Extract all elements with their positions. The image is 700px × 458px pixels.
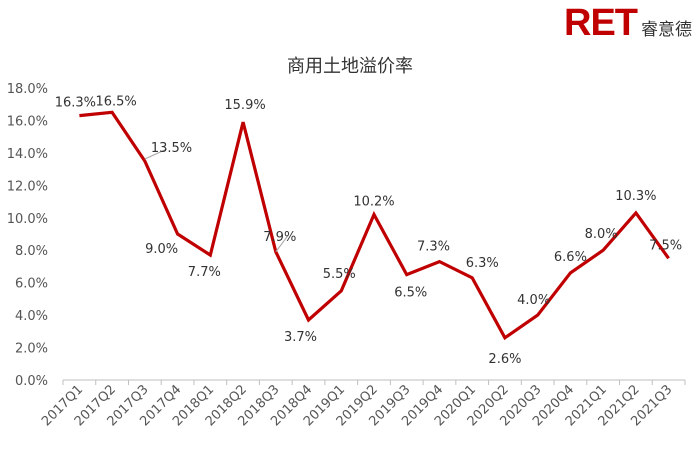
y-tick-label: 16.0% <box>7 114 48 129</box>
data-label: 5.5% <box>323 267 356 282</box>
data-label: 7.7% <box>188 265 221 280</box>
data-label: 3.7% <box>284 330 317 345</box>
data-label: 16.3% <box>55 96 96 111</box>
data-label: 4.0% <box>517 293 550 308</box>
label-leader-line <box>275 235 289 253</box>
series-line <box>79 110 670 341</box>
chart-title: 商用土地溢价率 <box>287 56 413 77</box>
y-tick-label: 8.0% <box>15 244 48 259</box>
label-leader-line <box>144 148 168 160</box>
data-label: 6.6% <box>554 250 587 265</box>
data-label: 15.9% <box>224 98 265 113</box>
data-label: 7.5% <box>649 238 682 253</box>
y-tick-label: 0.0% <box>15 374 48 389</box>
data-label: 7.9% <box>263 230 296 245</box>
data-label: 10.3% <box>615 189 656 204</box>
data-label: 8.0% <box>585 227 618 242</box>
data-label: 16.5% <box>95 94 136 109</box>
y-tick-label: 6.0% <box>15 277 48 292</box>
y-tick-label: 18.0% <box>7 82 48 97</box>
y-tick-label: 4.0% <box>15 309 48 324</box>
data-label: 10.2% <box>353 195 394 210</box>
data-label: 2.6% <box>488 352 521 367</box>
data-label: 6.5% <box>394 286 427 301</box>
logo-name: 睿意德 <box>641 20 692 40</box>
y-tick-label: 10.0% <box>7 212 48 227</box>
y-tick-label: 12.0% <box>7 179 48 194</box>
y-tick-label: 2.0% <box>15 342 48 357</box>
data-label: 9.0% <box>145 242 178 257</box>
brand-logo: RET 睿意德 <box>564 2 692 45</box>
data-label: 13.5% <box>151 141 192 156</box>
data-label: 7.3% <box>417 240 450 255</box>
logo-mark: RET <box>564 2 638 44</box>
data-label: 6.3% <box>466 256 499 271</box>
y-tick-label: 14.0% <box>7 147 48 162</box>
